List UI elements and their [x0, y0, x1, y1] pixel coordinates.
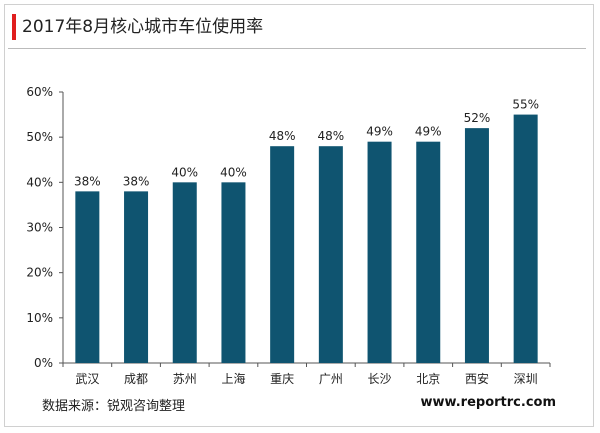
y-tick-label: 40% [26, 175, 53, 189]
y-tick-label: 60% [26, 85, 53, 99]
x-category-label: 长沙 [368, 372, 392, 386]
y-tick-label: 10% [26, 311, 53, 325]
bar [124, 191, 149, 363]
bar-value-label: 49% [366, 125, 393, 139]
x-category-label: 深圳 [514, 372, 538, 386]
y-tick-label: 50% [26, 130, 53, 144]
x-category-label: 苏州 [173, 372, 197, 386]
bar-value-label: 48% [318, 129, 345, 143]
bar [367, 141, 392, 363]
bar-value-label: 52% [464, 111, 491, 125]
bar-value-label: 38% [123, 174, 150, 188]
bar [172, 182, 197, 363]
x-category-label: 重庆 [270, 372, 294, 386]
chart-frame [4, 4, 594, 427]
title-accent-bar [12, 14, 16, 40]
x-category-label: 成都 [124, 372, 148, 386]
x-category-label: 西安 [465, 371, 489, 386]
bar-value-label: 48% [269, 129, 296, 143]
bar [464, 128, 489, 363]
chart-title: 2017年8月核心城市车位使用率 [22, 17, 264, 37]
bar [416, 141, 441, 363]
data-source-note: 数据来源：锐观咨询整理 [42, 399, 186, 414]
bar [270, 146, 295, 363]
bar-value-label: 55% [512, 98, 539, 112]
bar-value-label: 40% [171, 165, 198, 179]
x-category-label: 北京 [416, 372, 440, 386]
x-category-label: 上海 [221, 371, 245, 386]
bar-value-label: 49% [415, 125, 442, 139]
website-url: www.reportrc.com [420, 395, 556, 410]
y-tick-label: 0% [34, 356, 53, 370]
y-tick-label: 30% [26, 221, 53, 235]
bar [221, 182, 246, 363]
bar-value-label: 38% [74, 174, 101, 188]
bar-value-label: 40% [220, 165, 247, 179]
title-divider [8, 48, 586, 49]
x-category-label: 武汉 [75, 372, 99, 386]
bar [318, 146, 343, 363]
x-category-label: 广州 [319, 372, 343, 386]
bar [513, 114, 538, 363]
y-tick-label: 20% [26, 266, 53, 280]
bar [75, 191, 100, 363]
